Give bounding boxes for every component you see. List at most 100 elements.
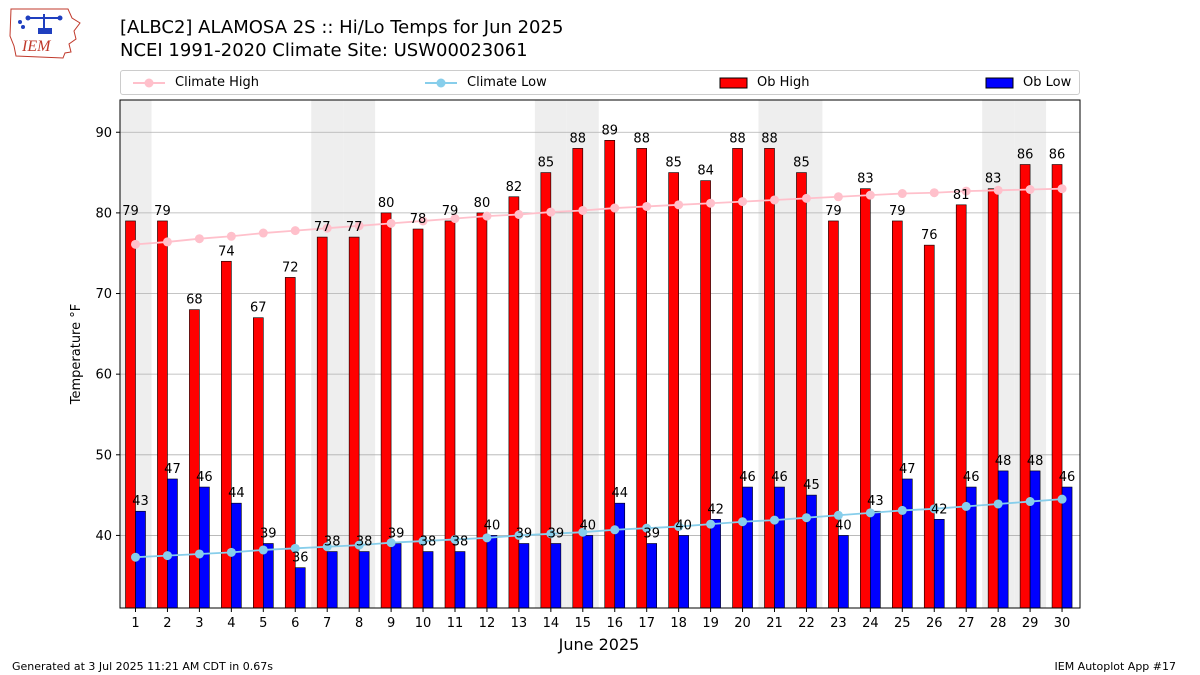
bar-ob-low (646, 543, 658, 609)
data-label-ob-high: 83 (857, 172, 874, 187)
bar-ob-high (540, 172, 552, 609)
x-tick-label: 20 (734, 616, 751, 631)
y-tick-label: 60 (95, 368, 112, 383)
climate-high-point (322, 223, 332, 233)
legend-label: Ob High (757, 75, 810, 90)
bar-ob-low (870, 510, 881, 609)
legend-line-marker-icon (133, 78, 165, 87)
bar-ob-high (923, 244, 935, 609)
x-tick-label: 11 (447, 616, 464, 631)
climate-low-point (706, 519, 716, 529)
climate-low-point (482, 533, 492, 543)
bar-ob-low (933, 519, 945, 609)
climate-high-point (258, 228, 268, 238)
x-tick-label: 10 (415, 616, 432, 631)
data-label-ob-high: 67 (250, 301, 267, 316)
climate-low-point (610, 525, 620, 535)
data-label-ob-low: 46 (1059, 470, 1076, 485)
climate-low-line (135, 498, 1063, 559)
x-tick-label: 25 (894, 616, 911, 631)
bar-ob-low (710, 519, 721, 609)
data-label-ob-high: 81 (953, 188, 970, 203)
bar-ob-low (582, 535, 594, 609)
climate-high-point (418, 216, 428, 226)
data-label-ob-low: 40 (675, 518, 692, 533)
climate-low-point (226, 547, 236, 557)
climate-high-point (514, 210, 524, 220)
data-label-ob-high: 77 (314, 220, 331, 235)
x-tick-label: 15 (575, 616, 592, 631)
legend-patch-icon (719, 77, 748, 88)
data-label-ob-low: 43 (867, 494, 884, 509)
bar-ob-low (997, 470, 1009, 609)
bar-ob-high (444, 220, 456, 609)
bar-ob-low (742, 486, 753, 609)
data-label-ob-low: 48 (1027, 454, 1044, 469)
data-label-ob-low: 45 (803, 478, 820, 493)
climate-low-point (770, 515, 779, 525)
legend-label: Climate Low (467, 75, 547, 90)
climate-high-point (131, 239, 140, 249)
bar-ob-low (518, 543, 530, 609)
climate-high-point (482, 211, 492, 221)
climate-low-point (418, 536, 428, 546)
legend-line-marker-icon (425, 78, 457, 87)
climate-low-point (258, 545, 268, 555)
climate-high-point (578, 205, 588, 215)
bar-ob-low (199, 486, 210, 609)
data-label-ob-high: 88 (570, 131, 587, 146)
data-label-ob-low: 46 (196, 470, 213, 485)
bar-ob-high (764, 148, 775, 609)
climate-low-point (929, 504, 939, 514)
iem-logo: IEM (8, 6, 82, 60)
x-tick-label: 3 (195, 616, 203, 631)
climate-low-point (450, 534, 460, 544)
data-label-ob-low: 42 (707, 502, 724, 517)
climate-low-point (290, 543, 300, 553)
climate-low-point (865, 508, 875, 518)
data-label-ob-low: 46 (963, 470, 980, 485)
climate-high-point (738, 197, 748, 207)
legend-item-climate-low: Climate Low (423, 71, 547, 94)
bar-ob-high (860, 188, 871, 609)
climate-low-point (354, 540, 364, 550)
climate-low-point (546, 529, 556, 539)
bar-ob-low (390, 543, 402, 609)
climate-low-point (993, 499, 1003, 509)
bar-ob-low (1061, 486, 1073, 609)
bar-ob-low (486, 535, 498, 609)
bar-ob-high (476, 212, 488, 609)
bar-ob-high (700, 180, 711, 609)
data-label-ob-low: 48 (995, 454, 1012, 469)
chart-title: [ALBC2] ALAMOSA 2S :: Hi/Lo Temps for Ju… (120, 17, 564, 38)
bar-ob-high (668, 172, 679, 609)
climate-high-point (706, 198, 716, 208)
climate-high-point (865, 190, 875, 200)
data-label-ob-high: 89 (601, 123, 618, 138)
x-tick-label: 27 (958, 616, 975, 631)
climate-high-point (546, 207, 556, 217)
bar-ob-high (253, 317, 264, 609)
legend-label: Ob Low (1023, 75, 1072, 90)
chart-subtitle: NCEI 1991-2020 Climate Site: USW00023061 (120, 40, 528, 61)
bar-ob-low (422, 551, 434, 609)
y-tick-label: 70 (95, 287, 112, 302)
data-label-ob-high: 68 (186, 293, 203, 308)
logo-text: IEM (21, 38, 52, 55)
climate-low-point (322, 542, 332, 552)
data-label-ob-high: 86 (1049, 148, 1066, 163)
climate-high-point (770, 195, 779, 205)
climate-low-point (194, 549, 204, 559)
data-label-ob-high: 80 (474, 196, 491, 211)
climate-low-point (961, 501, 971, 511)
climate-high-point (226, 231, 236, 241)
bar-ob-low (294, 567, 306, 609)
data-label-ob-high: 79 (825, 204, 842, 219)
data-label-ob-high: 79 (122, 204, 139, 219)
data-label-ob-low: 46 (739, 470, 756, 485)
climate-low-point (801, 513, 811, 523)
bar-ob-high (955, 204, 967, 609)
climate-low-point (514, 530, 524, 540)
y-axis-label-unit: °F (69, 304, 84, 318)
bar-ob-low (901, 478, 913, 609)
